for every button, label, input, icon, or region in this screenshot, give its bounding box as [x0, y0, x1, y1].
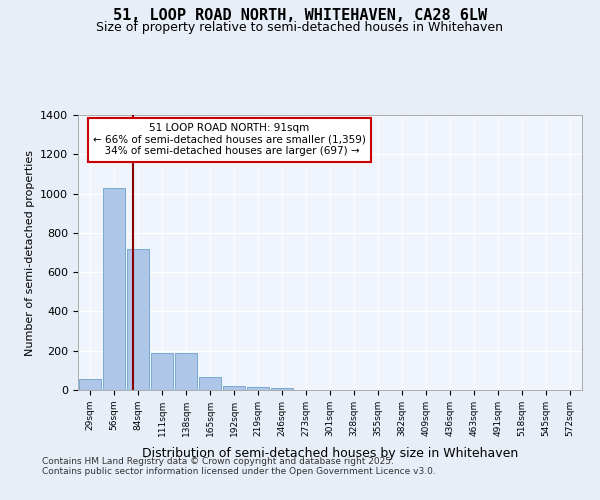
Bar: [151, 352, 173, 390]
Text: Contains HM Land Registry data © Crown copyright and database right 2025.: Contains HM Land Registry data © Crown c…: [42, 458, 394, 466]
Y-axis label: Number of semi-detached properties: Number of semi-detached properties: [25, 150, 35, 356]
Text: Size of property relative to semi-detached houses in Whitehaven: Size of property relative to semi-detach…: [97, 21, 503, 34]
Bar: [103, 188, 125, 390]
Text: Contains public sector information licensed under the Open Government Licence v3: Contains public sector information licen…: [42, 468, 436, 476]
Bar: [175, 352, 197, 390]
Bar: [199, 377, 221, 390]
Bar: [79, 379, 101, 390]
Text: 51 LOOP ROAD NORTH: 91sqm
← 66% of semi-detached houses are smaller (1,359)
  34: 51 LOOP ROAD NORTH: 91sqm ← 66% of semi-…: [93, 123, 365, 156]
X-axis label: Distribution of semi-detached houses by size in Whitehaven: Distribution of semi-detached houses by …: [142, 447, 518, 460]
Bar: [271, 388, 293, 390]
Text: 51, LOOP ROAD NORTH, WHITEHAVEN, CA28 6LW: 51, LOOP ROAD NORTH, WHITEHAVEN, CA28 6L…: [113, 8, 487, 22]
Bar: [223, 386, 245, 390]
Bar: [127, 248, 149, 390]
Bar: [247, 387, 269, 390]
